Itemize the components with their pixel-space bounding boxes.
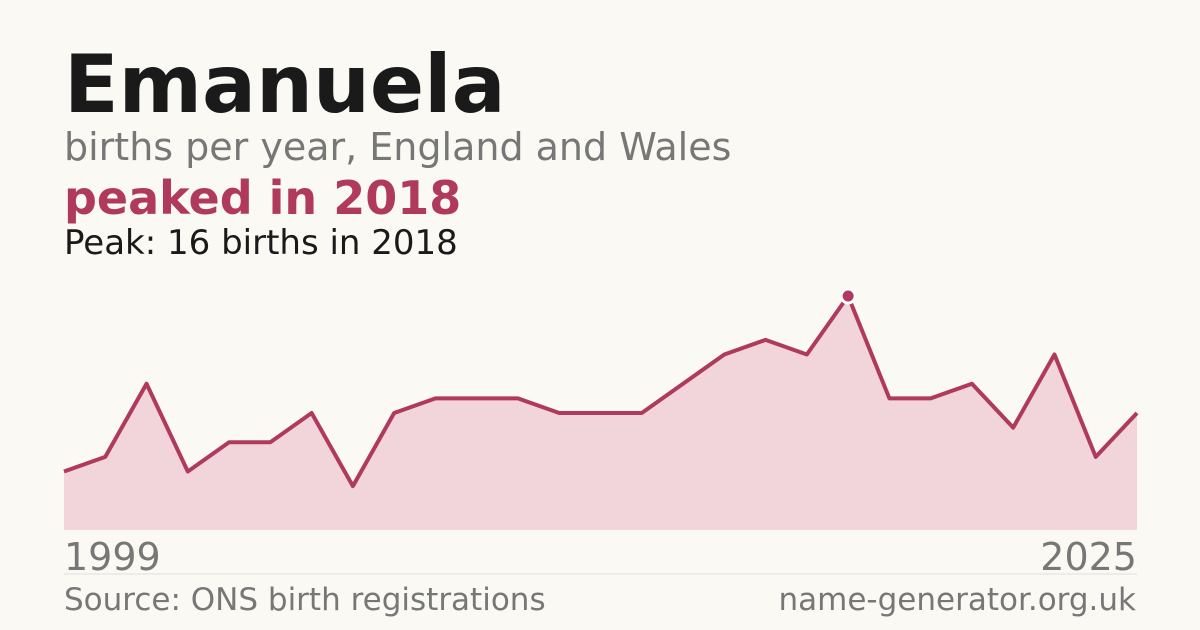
website: name-generator.org.uk [779,582,1137,618]
chart-subtitle: births per year, England and Wales [64,125,731,169]
annotation: peaked in 2018 [64,171,461,225]
source: Source: ONS birth registrations [64,582,546,618]
line [63,294,1139,489]
peak-marker [839,287,857,305]
chart-title: Emanuela [64,38,506,131]
peak-note: Peak: 16 births in 2018 [64,223,458,263]
x-tick-label: 1999 [64,535,161,579]
x-tick-label: 2025 [1040,535,1137,579]
